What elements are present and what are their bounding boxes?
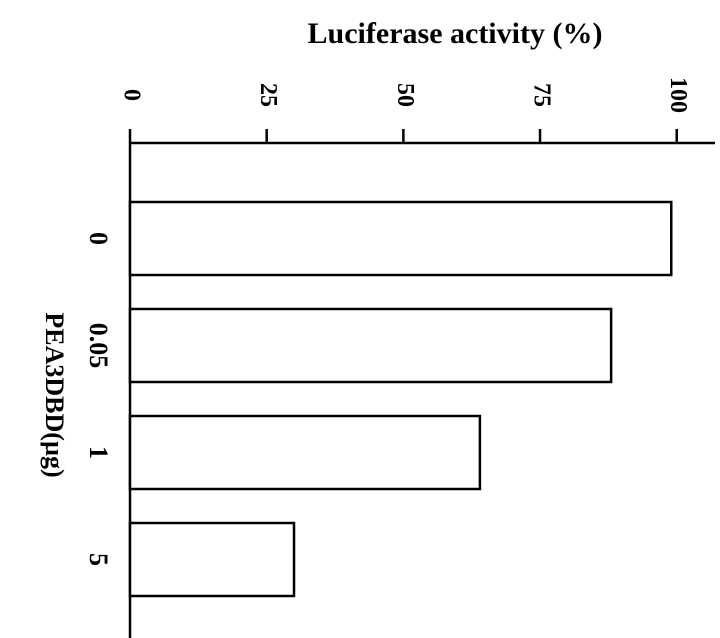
bar — [128, 521, 296, 598]
x-tick-label: 100 — [665, 77, 691, 113]
bar — [128, 307, 613, 384]
y-tick-label: 0 — [84, 232, 113, 245]
chart-title: Luciferase activity (%) — [308, 17, 603, 50]
bar — [128, 200, 673, 277]
y-tick-label: 1 — [84, 446, 113, 459]
y-axis-label: PEA3DBD(µg) — [40, 312, 69, 477]
x-tick-label: 25 — [255, 83, 281, 107]
x-tick-label: 50 — [392, 83, 418, 107]
x-tick-label: 0 — [118, 89, 144, 101]
x-tick-label: 75 — [529, 83, 555, 107]
bar — [128, 414, 482, 491]
y-tick-label: 0.05 — [84, 323, 113, 369]
y-tick-label: 5 — [84, 553, 113, 566]
